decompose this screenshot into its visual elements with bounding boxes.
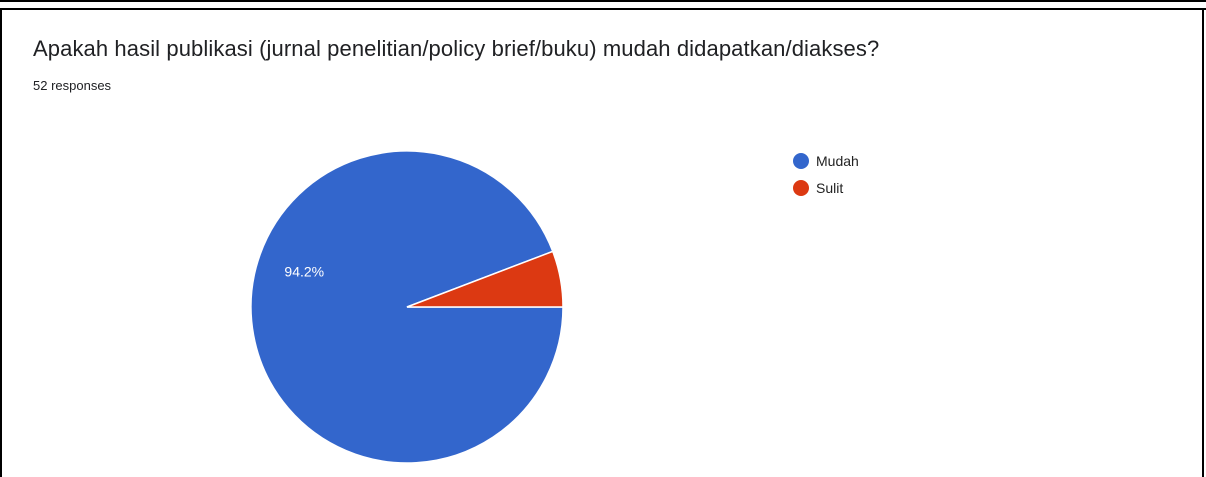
pie-slices <box>250 150 564 464</box>
top-border <box>0 0 1206 2</box>
card-left-border <box>0 8 2 477</box>
legend-label-sulit: Sulit <box>816 180 844 196</box>
card-top-border <box>0 8 1206 10</box>
pie-slice-sulit[interactable] <box>406 250 564 308</box>
legend-swatch-sulit <box>793 180 809 196</box>
pie-data-label-mudah: 94.2% <box>284 263 324 279</box>
chart-legend: Mudah Sulit <box>793 150 859 204</box>
legend-item-sulit[interactable]: Sulit <box>793 177 859 199</box>
pie-labels: 94.2% <box>284 263 324 279</box>
chart-title: Apakah hasil publikasi (jurnal penelitia… <box>33 36 880 61</box>
response-count: 52 responses <box>33 78 112 93</box>
card-right-border <box>1202 8 1204 477</box>
legend-label-mudah: Mudah <box>816 153 859 169</box>
legend-swatch-mudah <box>793 153 809 169</box>
legend-item-mudah[interactable]: Mudah <box>793 150 859 172</box>
